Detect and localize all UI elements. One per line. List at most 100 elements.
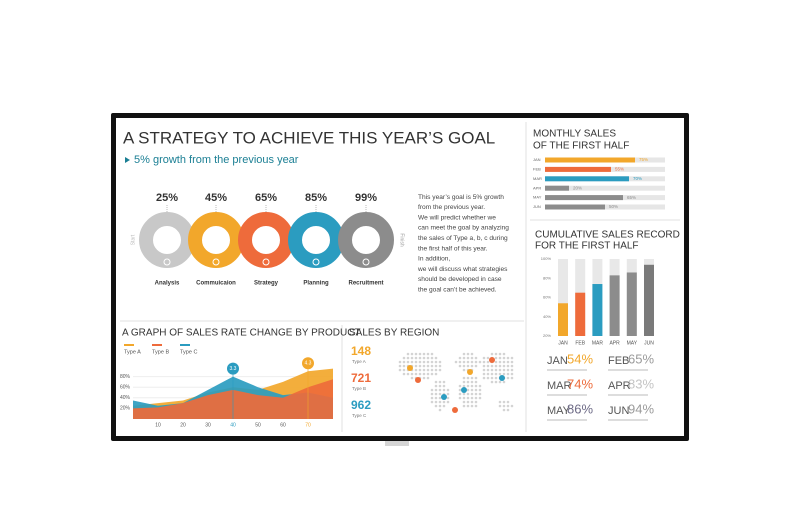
section-title: MONTHLY SALES (533, 129, 616, 140)
month-name: APR (608, 380, 631, 392)
map-dot (430, 400, 434, 404)
map-dot (490, 380, 494, 384)
description-line: the goal can’t be achieved. (418, 286, 497, 293)
map-dot (430, 360, 434, 364)
map-dot (506, 356, 510, 360)
y-tick-label: 40% (120, 395, 131, 401)
option-label: Option 03 (304, 237, 328, 243)
map-dot (414, 360, 418, 364)
map-dot (438, 400, 442, 404)
step-percent: 99% (355, 192, 377, 204)
map-dot (510, 368, 514, 372)
legend-label: Type C (180, 349, 197, 355)
description-line: can meet the goal by analyzing (418, 225, 509, 232)
map-dot (506, 376, 510, 380)
map-dot (470, 396, 474, 400)
x-tick-label: 10 (155, 422, 161, 428)
map-dot (474, 356, 478, 360)
bar-label: 50% (609, 204, 618, 209)
map-dot (474, 404, 478, 408)
map-dot (434, 404, 438, 408)
description-line: the sales of Type a, b, c during (418, 235, 508, 242)
map-dot (490, 368, 494, 372)
map-dot (466, 360, 470, 364)
map-dot (462, 368, 466, 372)
map-dot (502, 352, 506, 356)
map-dot (474, 388, 478, 392)
map-dot (410, 376, 414, 380)
map-dot (502, 372, 506, 376)
month-name: JAN (547, 355, 568, 367)
x-tick-label: MAR (592, 340, 604, 346)
map-dot (486, 356, 490, 360)
map-dot (478, 388, 482, 392)
map-dot (510, 356, 514, 360)
section-title: A GRAPH OF SALES RATE CHANGE BY PRODUCT (122, 328, 361, 339)
map-dot (410, 360, 414, 364)
y-tick-label: 40% (543, 314, 551, 319)
month-name: MAY (547, 405, 571, 417)
map-dot (474, 360, 478, 364)
step-label: Analysis (155, 281, 180, 287)
region-value: 962 (351, 398, 371, 412)
map-dot (506, 364, 510, 368)
map-dot (466, 384, 470, 388)
map-dot (426, 372, 430, 376)
month-percent: 83% (628, 376, 654, 391)
description-line: We will predict whether we (418, 214, 496, 221)
map-dot (422, 376, 426, 380)
map-dot (474, 384, 478, 388)
map-dot (494, 376, 498, 380)
map-dot (482, 356, 486, 360)
y-tick-label: 20% (543, 333, 551, 338)
map-pin (489, 357, 495, 363)
map-dot (502, 404, 506, 408)
map-dot (466, 400, 470, 404)
map-dot (410, 352, 414, 356)
map-dot (410, 356, 414, 360)
map-dot (434, 356, 438, 360)
map-dot (426, 356, 430, 360)
map-dot (458, 396, 462, 400)
stand (385, 438, 409, 446)
map-dot (462, 360, 466, 364)
map-dot (422, 364, 426, 368)
map-dot (442, 380, 446, 384)
bar (644, 264, 654, 336)
month-label: APR (533, 185, 541, 190)
bar-track (545, 185, 665, 191)
map-pin (407, 365, 413, 371)
map-dot (498, 364, 502, 368)
bar-track (558, 259, 568, 336)
x-tick-label: 70 (305, 422, 311, 428)
map-dot (434, 380, 438, 384)
map-dot (498, 352, 502, 356)
map-dot (434, 392, 438, 396)
map-dot (470, 400, 474, 404)
map-dot (438, 396, 442, 400)
map-dot (422, 352, 426, 356)
step-icon (212, 258, 220, 266)
map-dot (506, 372, 510, 376)
step-label: Strategy (254, 281, 279, 287)
step-percent: 85% (305, 192, 327, 204)
map-dot (466, 388, 470, 392)
option-label: Option 01 (204, 237, 228, 243)
map-dot (458, 364, 462, 368)
map-dot (422, 372, 426, 376)
map-dot (494, 368, 498, 372)
map-dot (438, 368, 442, 372)
map-dot (470, 352, 474, 356)
map-dot (502, 360, 506, 364)
map-dot (430, 392, 434, 396)
map-dot (462, 404, 466, 408)
map-dot (426, 352, 430, 356)
y-tick-label: 100% (541, 256, 552, 261)
section-title: CUMULATIVE SALES RECORD (535, 230, 680, 241)
map-dot (462, 364, 466, 368)
map-dot (422, 368, 426, 372)
map-dot (414, 352, 418, 356)
x-tick-label: FEB (575, 340, 585, 346)
bar (558, 303, 568, 336)
